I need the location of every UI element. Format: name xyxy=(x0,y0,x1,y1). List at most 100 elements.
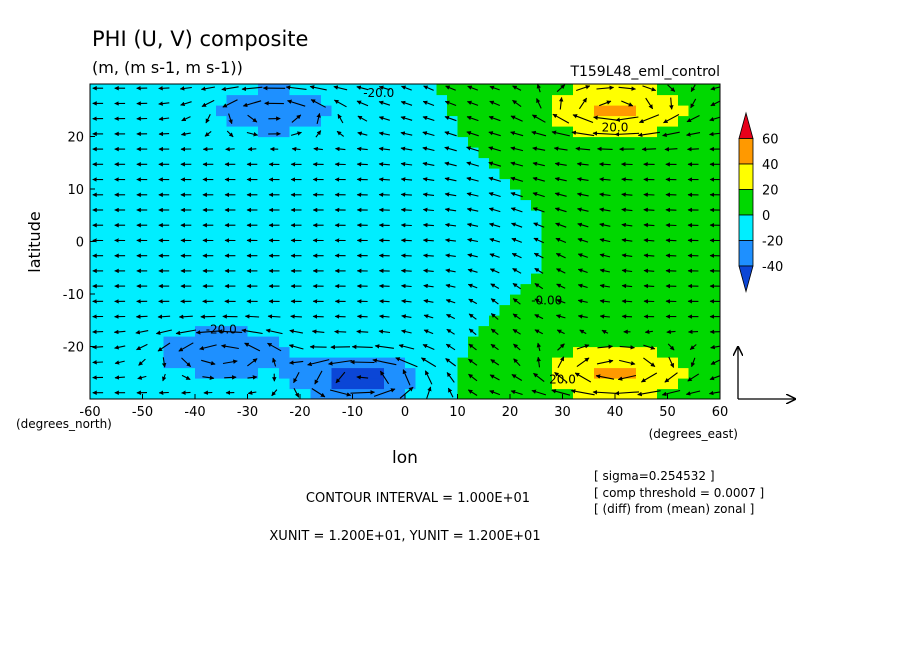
wind-arrow xyxy=(709,375,720,381)
field-cell xyxy=(300,378,312,390)
field-cell xyxy=(279,105,291,117)
field-cell xyxy=(111,105,123,117)
field-cell xyxy=(604,210,616,222)
field-cell xyxy=(541,84,553,96)
wind-arrow xyxy=(285,85,307,90)
field-cell xyxy=(163,315,175,327)
field-cell xyxy=(426,115,438,127)
field-cell xyxy=(321,283,333,295)
wind-arrow xyxy=(372,358,397,366)
wind-arrow xyxy=(357,115,368,122)
field-cell xyxy=(436,241,448,253)
field-cell xyxy=(520,315,532,327)
field-cell xyxy=(405,147,417,159)
field-cell xyxy=(573,325,585,337)
field-cell xyxy=(279,325,291,337)
field-cell xyxy=(583,231,595,243)
field-cell xyxy=(447,283,459,295)
field-cell xyxy=(195,115,207,127)
field-cell xyxy=(552,126,564,138)
field-cell xyxy=(268,252,280,264)
wind-arrow xyxy=(241,86,263,92)
field-cell xyxy=(646,315,658,327)
field-cell xyxy=(289,220,301,232)
field-cell xyxy=(394,315,406,327)
field-cell xyxy=(531,315,543,327)
field-cell xyxy=(510,147,522,159)
field-cell xyxy=(163,241,175,253)
wind-arrow xyxy=(489,100,501,107)
field-cell xyxy=(258,210,270,222)
field-cell xyxy=(142,262,154,274)
legend-label: 20 xyxy=(762,184,779,199)
field-cell xyxy=(468,336,480,348)
wind-arrow xyxy=(221,344,239,350)
field-cell xyxy=(132,136,144,148)
field-cell xyxy=(709,157,720,169)
wind-arrow xyxy=(596,359,614,365)
field-cell xyxy=(195,105,207,117)
field-cell xyxy=(321,94,333,106)
field-cell xyxy=(678,157,690,169)
wind-arrow xyxy=(621,192,633,197)
field-cell xyxy=(142,388,154,399)
field-cell xyxy=(573,168,585,180)
wind-arrow xyxy=(689,344,697,351)
field-cell xyxy=(478,304,490,316)
field-cell xyxy=(541,346,553,358)
field-cell xyxy=(342,220,354,232)
wind-arrow xyxy=(510,389,523,396)
wind-arrow xyxy=(690,84,696,92)
field-cell xyxy=(132,252,144,264)
field-cell xyxy=(342,147,354,159)
field-cell xyxy=(499,189,511,201)
field-cell xyxy=(331,315,343,327)
field-cell xyxy=(121,231,133,243)
field-cell xyxy=(552,220,564,232)
field-cell xyxy=(615,357,627,369)
field-cell xyxy=(510,262,522,274)
field-cell xyxy=(699,199,711,211)
field-cell xyxy=(405,346,417,358)
field-cell xyxy=(384,283,396,295)
field-cell xyxy=(510,115,522,127)
field-cell xyxy=(520,115,532,127)
field-cell xyxy=(520,378,532,390)
field-cell xyxy=(111,283,123,295)
field-cell xyxy=(300,105,312,117)
field-cell xyxy=(352,231,364,243)
field-cell xyxy=(310,283,322,295)
wind-arrow xyxy=(311,329,325,334)
field-cell xyxy=(342,105,354,117)
wind-arrow xyxy=(426,386,432,399)
field-cell xyxy=(489,273,501,285)
field-cell xyxy=(646,378,658,390)
field-cell xyxy=(594,315,606,327)
wind-arrow xyxy=(92,344,104,350)
field-cell xyxy=(447,147,459,159)
field-cell xyxy=(426,241,438,253)
field-cell xyxy=(90,294,102,306)
field-cell xyxy=(111,273,123,285)
field-cell xyxy=(121,178,133,190)
field-cell xyxy=(646,262,658,274)
wind-arrow xyxy=(536,84,541,93)
field-cell xyxy=(478,157,490,169)
field-cell xyxy=(583,346,595,358)
field-cell xyxy=(583,336,595,348)
field-cell xyxy=(394,189,406,201)
field-cell xyxy=(688,147,700,159)
field-cell xyxy=(667,94,679,106)
field-cell xyxy=(342,84,354,96)
field-cell xyxy=(415,115,427,127)
field-cell xyxy=(520,294,532,306)
field-cell xyxy=(667,367,679,379)
field-cell xyxy=(667,126,679,138)
field-cell xyxy=(111,294,123,306)
field-cell xyxy=(541,220,553,232)
field-cell xyxy=(121,346,133,358)
field-cell xyxy=(657,115,669,127)
field-cell xyxy=(363,262,375,274)
field-cell xyxy=(583,178,595,190)
field-cell xyxy=(247,178,259,190)
